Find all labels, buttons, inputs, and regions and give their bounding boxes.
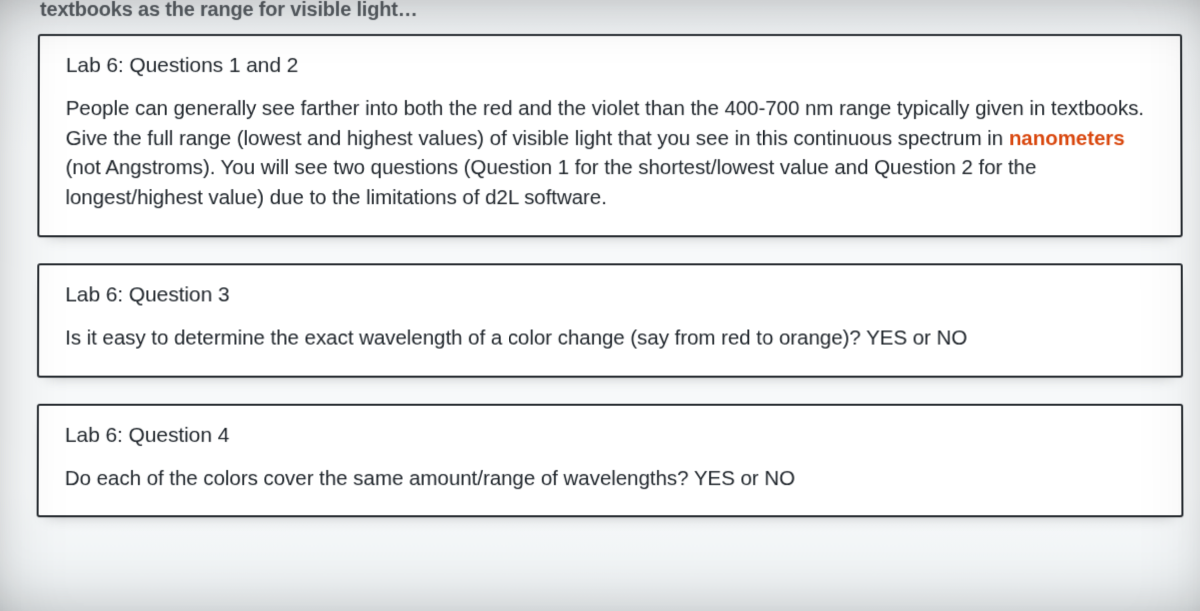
question-box-title: Lab 6: Question 3 (65, 283, 1155, 307)
cutoff-header-text: textbooks as the range for visible light… (40, 0, 1182, 20)
question-box-title: Lab 6: Question 4 (65, 423, 1155, 447)
question-box-1-2: Lab 6: Questions 1 and 2 People can gene… (37, 34, 1182, 237)
body-text-highlight: nanometers (1009, 127, 1125, 150)
question-box-title: Lab 6: Questions 1 and 2 (66, 54, 1154, 78)
body-text-post: (not Angstroms). You will see two questi… (65, 157, 1036, 210)
question-box-body: Do each of the colors cover the same amo… (65, 464, 1156, 494)
page-root: textbooks as the range for visible light… (0, 0, 1200, 611)
body-text-pre: Do each of the colors cover the same amo… (65, 467, 795, 490)
question-box-3: Lab 6: Question 3 Is it easy to determin… (37, 263, 1183, 377)
body-text-pre: People can generally see farther into bo… (66, 97, 1144, 150)
question-box-4: Lab 6: Question 4 Do each of the colors … (37, 403, 1184, 517)
question-box-body: People can generally see farther into bo… (65, 94, 1154, 213)
question-box-body: Is it easy to determine the exact wavele… (65, 323, 1155, 353)
body-text-pre: Is it easy to determine the exact wavele… (65, 326, 967, 349)
